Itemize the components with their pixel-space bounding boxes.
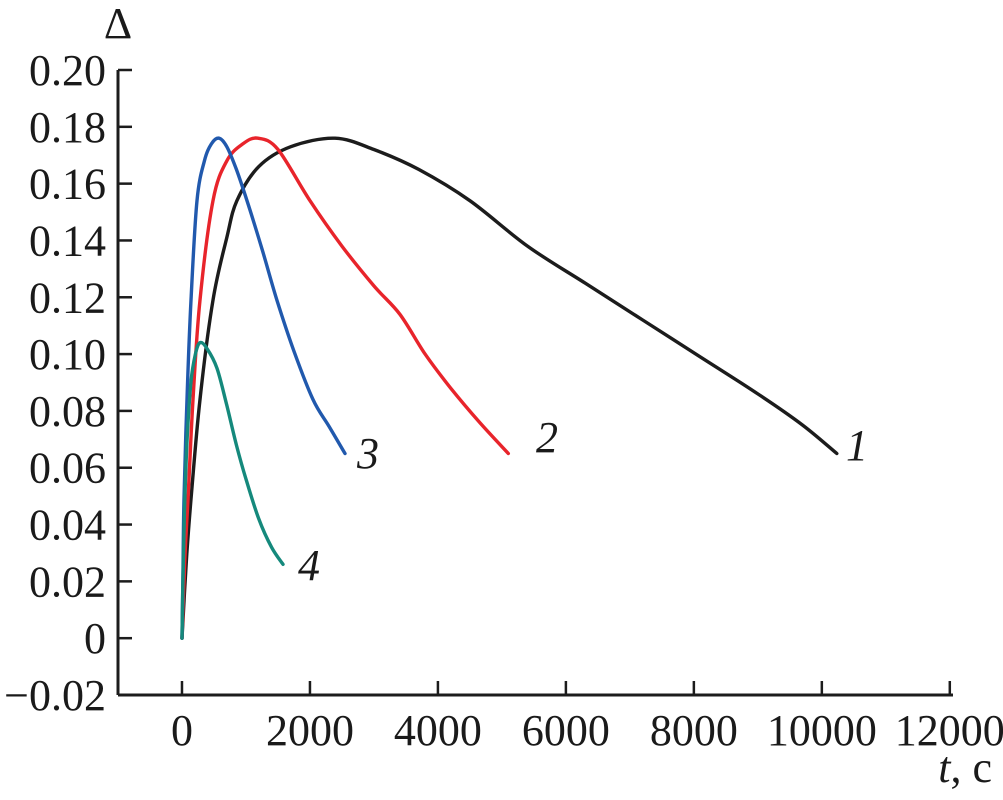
series-curve-3 bbox=[180, 136, 347, 640]
y-tick-label: 0.06 bbox=[29, 444, 106, 493]
x-tick-label: 10000 bbox=[767, 706, 877, 755]
series-label-curve-3: 3 bbox=[356, 429, 379, 478]
y-tick-label: 0.14 bbox=[29, 216, 106, 265]
y-tick-label: 0.02 bbox=[29, 557, 106, 606]
y-tick-label: 0.20 bbox=[29, 46, 106, 95]
x-tick-label: 4000 bbox=[394, 706, 482, 755]
x-tick-label: 8000 bbox=[650, 706, 738, 755]
y-tick-label: 0.12 bbox=[29, 273, 106, 322]
y-tick-label: 0.04 bbox=[29, 501, 106, 550]
x-tick-label: 12000 bbox=[895, 706, 1003, 755]
y-tick-label: 0.16 bbox=[29, 160, 106, 209]
x-tick-label: 6000 bbox=[522, 706, 610, 755]
y-axis-title: Δ bbox=[104, 0, 132, 48]
series-curve-1 bbox=[180, 136, 839, 640]
x-tick-label: 0 bbox=[171, 706, 193, 755]
x-axis-title: t, с bbox=[938, 743, 992, 792]
y-tick-label: 0.08 bbox=[29, 387, 106, 436]
series-curve-2 bbox=[180, 136, 510, 640]
y-tick-label: 0 bbox=[84, 614, 106, 663]
y-tick-label: −0.02 bbox=[4, 671, 106, 720]
series-label-curve-4: 4 bbox=[298, 541, 320, 590]
y-tick-label: 0.18 bbox=[29, 103, 106, 152]
series-label-curve-2: 2 bbox=[536, 413, 558, 462]
series-label-curve-1: 1 bbox=[846, 421, 868, 470]
series-curve-4 bbox=[180, 340, 285, 640]
x-tick-label: 2000 bbox=[266, 706, 354, 755]
y-tick-label: 0.10 bbox=[29, 330, 106, 379]
